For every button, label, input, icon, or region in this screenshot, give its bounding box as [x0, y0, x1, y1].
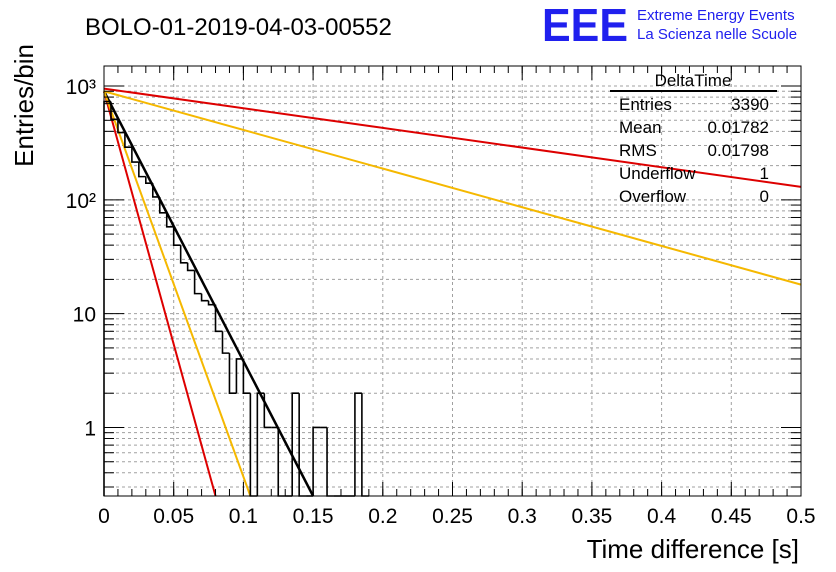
histogram-bin	[256, 392, 265, 496]
x-axis-label: Time difference [s]	[587, 534, 799, 564]
histogram-bin	[242, 358, 251, 395]
stats-box: DeltaTime Entries 3390 Mean 0.01782 RMS 0.017…	[610, 71, 777, 206]
stats-row-label: Overflow	[619, 187, 687, 206]
histogram-bin	[158, 196, 167, 214]
histogram-bin	[193, 270, 202, 295]
x-tick-label: 0.5	[786, 505, 815, 528]
histogram-bin	[117, 119, 125, 134]
orange-curve	[103, 90, 252, 497]
orange-curve	[103, 90, 802, 286]
x-tick-label: 0.1	[229, 505, 258, 528]
black-curve	[102, 90, 315, 497]
histogram-bin	[103, 100, 111, 496]
x-tick-labels: 0 0.05 0.1 0.15 0.2 0.25 0.3 0.35 0.4 0.45 0.5	[98, 505, 815, 528]
histogram-bin	[124, 132, 132, 149]
stats-row-value: 3390	[731, 95, 769, 114]
stats-row-value: 0.01782	[708, 118, 769, 137]
y-tick-label: 1	[84, 417, 96, 440]
y-axis-label: Entries/bin	[9, 44, 39, 167]
histogram-bin	[312, 426, 321, 496]
histogram-bin	[221, 331, 230, 354]
histogram-bin	[354, 392, 362, 496]
histogram-bin	[138, 162, 146, 178]
histogram-bin	[151, 183, 160, 198]
red-curve	[103, 90, 217, 497]
histogram-bin	[235, 358, 244, 394]
y-tick-label: 10³	[66, 76, 96, 99]
stats-row-value: 0.01798	[708, 141, 769, 160]
histogram	[103, 100, 369, 497]
run-title: BOLO-01-2019-04-03-00552	[85, 14, 392, 41]
x-tick-label: 0	[98, 505, 110, 528]
plot-frame	[103, 65, 802, 497]
stats-row-value: 0	[760, 187, 769, 206]
grid	[104, 66, 801, 496]
stats-row-label: Entries	[619, 95, 672, 114]
histogram-bin	[200, 293, 209, 302]
histogram-bin	[131, 147, 139, 163]
histogram-bin	[186, 262, 195, 272]
stats-row-value: 1	[760, 164, 769, 183]
red-curve	[103, 87, 802, 188]
histogram-bin	[145, 176, 153, 185]
histogram-bin	[165, 212, 174, 228]
histogram-bin	[291, 392, 300, 496]
stats-title: DeltaTime	[655, 71, 732, 90]
eee-logo-line1: Extreme Energy Events	[637, 7, 795, 24]
x-tick-label: 0.05	[153, 505, 194, 528]
x-tick-label: 0.35	[571, 505, 612, 528]
y-tick-label: 10	[73, 304, 96, 327]
histogram-bin	[228, 353, 237, 395]
eee-logo: EEE Extreme Energy Events La Scienza nel…	[542, 0, 797, 51]
stats-row-label: Underflow	[619, 164, 696, 183]
axis-ticks	[103, 66, 802, 496]
x-tick-label: 0.2	[368, 505, 397, 528]
histogram-bin	[179, 245, 188, 264]
histogram-bin	[172, 226, 181, 246]
y-tick-labels: 1 10 10² 10³	[66, 76, 96, 440]
eee-logo-mark: EEE	[542, 0, 628, 51]
x-tick-label: 0.3	[508, 505, 537, 528]
y-tick-label: 10²	[66, 190, 96, 213]
histogram-bin	[207, 300, 216, 306]
x-tick-label: 0.25	[432, 505, 473, 528]
histogram-bin	[263, 393, 272, 429]
x-tick-label: 0.15	[293, 505, 334, 528]
eee-logo-line2: La Scienza nelle Scuole	[637, 26, 797, 43]
x-tick-label: 0.4	[647, 505, 677, 528]
histogram-bin	[214, 304, 223, 333]
histogram-bin	[110, 101, 118, 121]
stats-row-label: Mean	[619, 118, 662, 137]
stats-row-label: RMS	[619, 141, 657, 160]
x-tick-label: 0.45	[711, 505, 752, 528]
